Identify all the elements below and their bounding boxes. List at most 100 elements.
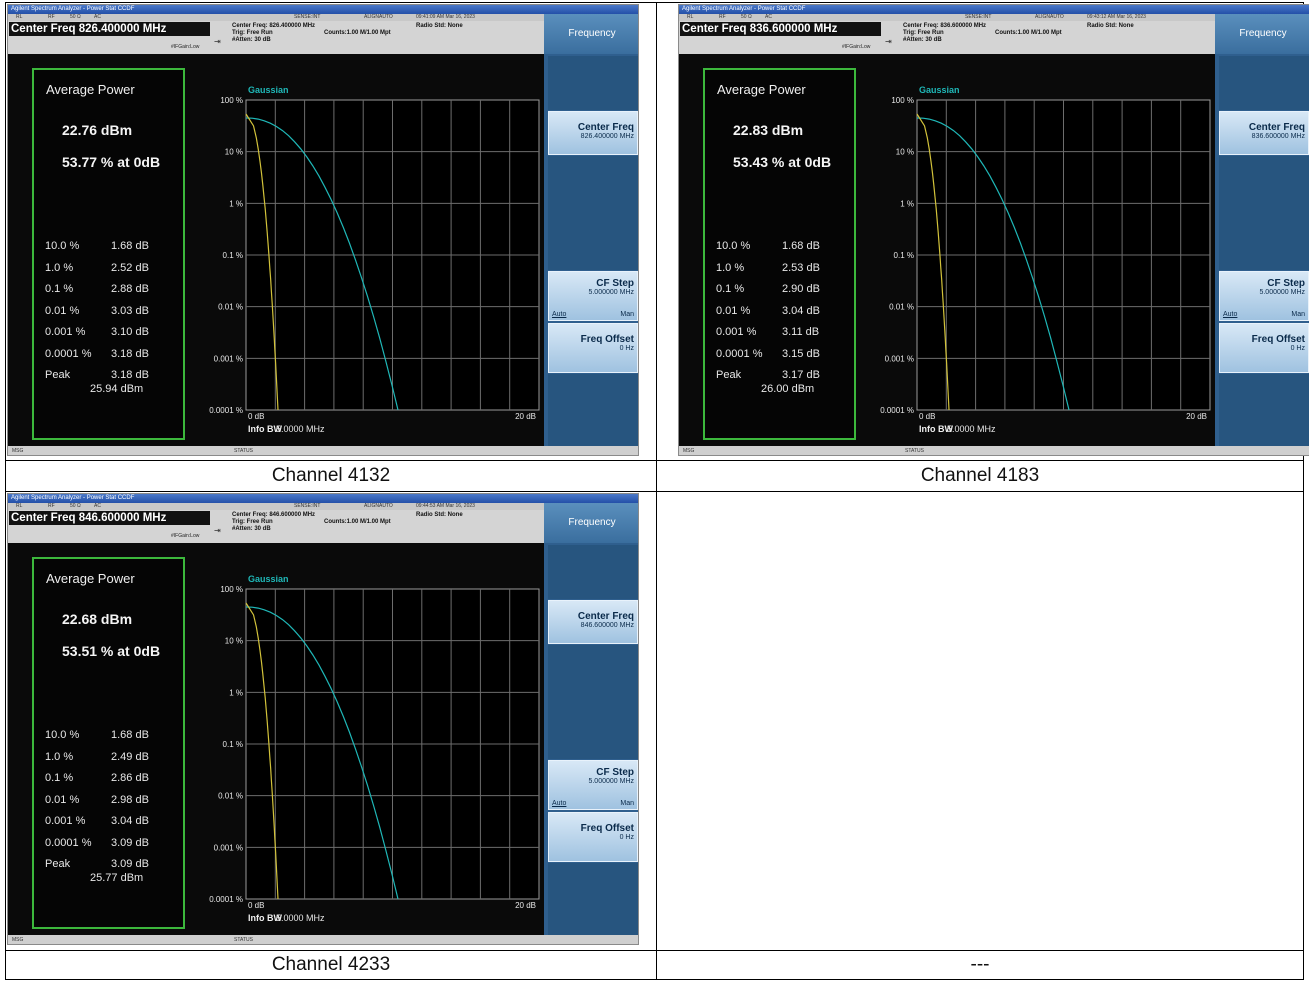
gaussian-legend-label: Gaussian xyxy=(248,85,289,95)
measurement-header: RL RF 50 Ω AC SENSE:INT ALIGNAUTO 09:44:… xyxy=(8,503,544,543)
trigger-info: Trig: Free Run xyxy=(903,30,944,36)
stat-probability: Peak xyxy=(45,858,71,870)
y-tick-label: 100 % xyxy=(220,96,243,105)
average-power-title: Average Power xyxy=(46,82,135,97)
ac-flag: AC xyxy=(94,503,101,509)
softkey-value: 0 Hz xyxy=(1290,345,1305,352)
softkey-blank xyxy=(1219,56,1309,110)
peak-power-value: 25.77 dBm xyxy=(90,872,144,884)
softkey-cf-step[interactable]: CF Step 5.000000 MHz Auto Man xyxy=(1219,271,1309,321)
stat-probability: 0.1 % xyxy=(45,283,74,295)
softkey-freq-offset[interactable]: Freq Offset 0 Hz xyxy=(1219,323,1309,373)
softkey-cf-step[interactable]: CF Step 5.000000 MHz Auto Man xyxy=(548,760,638,810)
average-power-value: 22.76 dBm xyxy=(62,122,133,138)
y-tick-label: 0.1 % xyxy=(223,740,243,749)
center-freq-readout[interactable]: Center Freq 836.600000 MHz xyxy=(680,22,881,36)
stat-value: 3.09 dB xyxy=(111,836,149,849)
gaussian-legend-label: Gaussian xyxy=(919,85,960,95)
softkey-label: Center Freq xyxy=(577,611,634,622)
trigger-arrow-icon: ⇥ xyxy=(214,526,221,535)
msg-label: MSG xyxy=(683,448,695,454)
ifgain-info: #IFGain:Low xyxy=(171,44,200,50)
softkey-menu-title: Frequency xyxy=(1215,14,1309,54)
stat-value: 2.52 dB xyxy=(111,261,149,274)
softkey-panel: Frequency Center Freq 836.600000 MHz CF … xyxy=(1215,14,1309,446)
softkey-freq-offset[interactable]: Freq Offset 0 Hz xyxy=(548,323,638,373)
peak-power-value: 26.00 dBm xyxy=(761,383,815,395)
y-tick-label: 1 % xyxy=(229,199,243,208)
softkey-value: 0 Hz xyxy=(619,345,634,352)
stat-value: 3.18 dB xyxy=(111,369,149,381)
trigger-arrow-icon: ⇥ xyxy=(885,37,892,46)
rf-flag: RF xyxy=(719,14,726,20)
ccdf-plot: 100 % 10 % 1 % 0.1 % 0.01 % 0.001 % 0.0001 % Ga… xyxy=(209,85,540,434)
stat-value: 3.11 dB xyxy=(782,326,820,338)
softkey-man-option[interactable]: Man xyxy=(620,800,634,807)
y-tick-label: 0.0001 % xyxy=(209,895,243,904)
softkey-label: Freq Offset xyxy=(580,823,634,834)
results-panel: Average Power 22.68 dBm 53.51 % at 0dB 1… xyxy=(32,557,185,929)
ac-flag: AC xyxy=(765,14,772,20)
ac-flag: AC xyxy=(94,14,101,20)
stat-value: 3.15 dB xyxy=(782,347,820,360)
softkey-value: 826.400000 MHz xyxy=(580,133,634,140)
stat-probability: 0.1 % xyxy=(716,283,745,295)
softkey-auto-option[interactable]: Auto xyxy=(1223,311,1238,318)
y-tick-label: 0.0001 % xyxy=(880,406,914,415)
caption-channel-4183: Channel 4183 xyxy=(920,465,1040,486)
y-tick-label: 1 % xyxy=(229,688,243,697)
y-tick-label: 10 % xyxy=(225,148,243,157)
stat-probability: Peak xyxy=(45,369,71,381)
softkey-man-option[interactable]: Man xyxy=(1291,311,1305,318)
center-freq-readout[interactable]: Center Freq 846.600000 MHz xyxy=(9,511,210,525)
softkey-center-freq[interactable]: Center Freq 846.600000 MHz xyxy=(548,600,638,644)
softkey-blank xyxy=(548,56,638,110)
status-label: STATUS xyxy=(234,937,253,943)
softkey-center-freq[interactable]: Center Freq 836.600000 MHz xyxy=(1219,111,1309,155)
results-panel: Average Power 22.76 dBm 53.77 % at 0dB 1… xyxy=(32,68,185,440)
measurement-header: RL RF 50 Ω AC SENSE:INT ALIGNAUTO 09:41:… xyxy=(8,14,544,54)
ohm-flag: 50 Ω xyxy=(741,14,752,20)
stat-probability: 1.0 % xyxy=(45,261,74,274)
softkey-freq-offset[interactable]: Freq Offset 0 Hz xyxy=(548,812,638,862)
counts-info: Counts:1.00 M/1.00 Mpt xyxy=(995,30,1062,36)
stat-probability: 0.001 % xyxy=(45,326,86,338)
measured-ccdf-curve xyxy=(245,602,279,900)
stat-value: 1.68 dB xyxy=(111,240,149,252)
softkey-menu-title: Frequency xyxy=(544,14,638,54)
softkey-cf-step[interactable]: CF Step 5.000000 MHz Auto Man xyxy=(548,271,638,321)
softkey-auto-option[interactable]: Auto xyxy=(552,311,567,318)
ohm-flag: 50 Ω xyxy=(70,503,81,509)
stat-value: 2.86 dB xyxy=(111,772,149,784)
softkey-auto-option[interactable]: Auto xyxy=(552,800,567,807)
stat-value: 2.90 dB xyxy=(782,283,820,295)
spectrum-analyzer-screenshot: Agilent Spectrum Analyzer - Power Stat C… xyxy=(7,4,639,456)
softkey-menu-title: Frequency xyxy=(544,503,638,543)
softkey-value: 846.600000 MHz xyxy=(580,622,634,629)
stat-value: 1.68 dB xyxy=(111,729,149,741)
window-title: Agilent Spectrum Analyzer - Power Stat C… xyxy=(679,5,1309,14)
rl-flag: RL xyxy=(16,14,23,20)
softkey-center-freq[interactable]: Center Freq 826.400000 MHz xyxy=(548,111,638,155)
softkey-man-option[interactable]: Man xyxy=(620,311,634,318)
center-freq-info: Center Freq: 826.400000 MHz xyxy=(232,23,316,29)
stat-probability: 10.0 % xyxy=(45,729,80,741)
ohm-flag: 50 Ω xyxy=(70,14,81,20)
softkey-label: CF Step xyxy=(596,278,634,289)
y-tick-label: 0.1 % xyxy=(894,251,914,260)
gaussian-legend-label: Gaussian xyxy=(248,574,289,584)
radio-std-info: Radio Std: None xyxy=(1087,23,1134,29)
measured-ccdf-curve xyxy=(245,113,279,411)
center-freq-readout[interactable]: Center Freq 826.400000 MHz xyxy=(9,22,210,36)
softkey-blank xyxy=(548,374,638,446)
x-axis-end-label: 20 dB xyxy=(515,412,536,421)
y-tick-label: 0.0001 % xyxy=(209,406,243,415)
ifgain-info: #IFGain:Low xyxy=(842,44,871,50)
y-tick-label: 0.1 % xyxy=(223,251,243,260)
softkey-value: 5.000000 MHz xyxy=(1259,289,1305,296)
stat-probability: 0.001 % xyxy=(45,815,86,827)
softkey-blank xyxy=(548,863,638,935)
measured-ccdf-curve xyxy=(916,113,950,411)
results-table: Channel 4132 Channel 4183 Channel 4233 -… xyxy=(5,2,1304,980)
y-tick-label: 0.001 % xyxy=(214,354,243,363)
